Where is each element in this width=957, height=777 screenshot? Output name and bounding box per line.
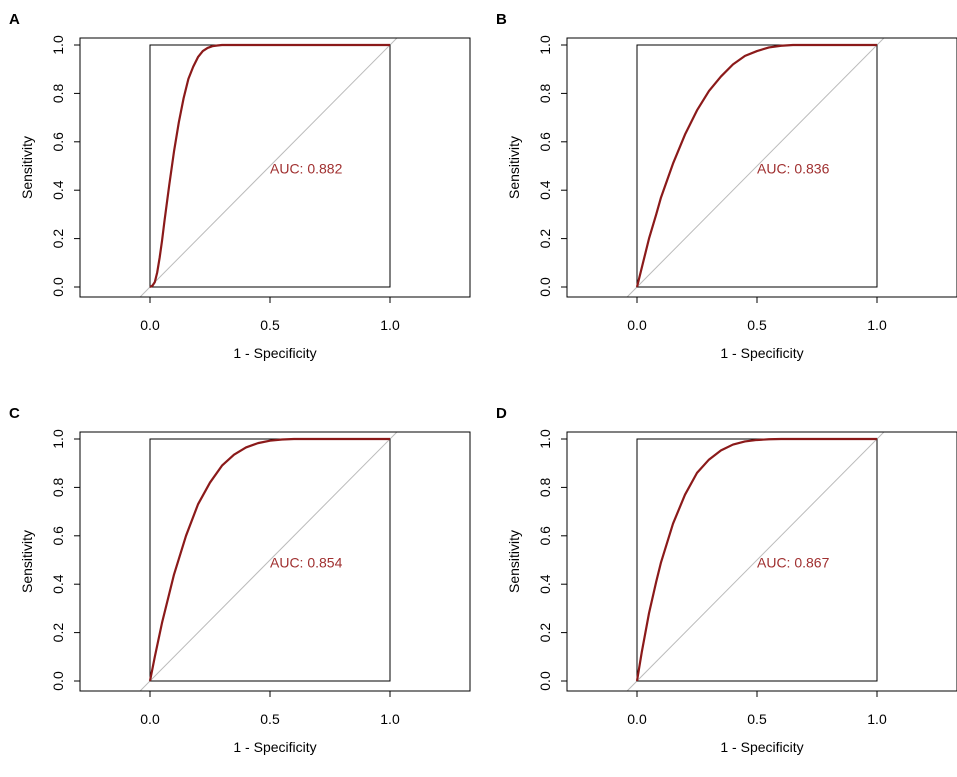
roc-curve-line: [149, 43, 390, 288]
x-tick-label: 0.0: [140, 317, 160, 333]
x-tick-label: 1.0: [380, 711, 400, 727]
y-tick-label: 0.8: [537, 477, 553, 497]
y-tick-label: 0.2: [537, 229, 553, 249]
x-axis-title: 1 - Specificity: [720, 739, 803, 755]
x-tick-label: 0.5: [747, 711, 767, 727]
y-axis-title: Sensitivity: [506, 136, 522, 199]
x-tick-label: 0.0: [140, 711, 160, 727]
auc-label: AUC: 0.882: [270, 160, 343, 176]
x-tick-label: 0.0: [627, 317, 647, 333]
auc-label: AUC: 0.836: [757, 160, 830, 176]
x-tick-label: 0.5: [260, 711, 280, 727]
roc-curve-line: [635, 43, 877, 288]
x-axis-title: 1 - Specificity: [720, 345, 803, 361]
panel-letter: B: [496, 11, 507, 28]
y-tick-label: 0.0: [537, 671, 553, 691]
x-tick-label: 0.5: [260, 317, 280, 333]
y-axis-title: Sensitivity: [506, 530, 522, 593]
diagonal-reference-line: [626, 38, 885, 297]
y-tick-label: 0.2: [50, 623, 66, 643]
x-axis-title: 1 - Specificity: [233, 739, 316, 755]
y-tick-label: 0.6: [537, 526, 553, 546]
y-tick-label: 1.0: [50, 35, 66, 55]
diagonal-reference-line: [139, 38, 398, 297]
roc-curve-line: [148, 437, 390, 682]
y-tick-label: 0.6: [537, 132, 553, 152]
y-tick-label: 0.0: [50, 671, 66, 691]
plot-frame: [79, 431, 471, 692]
y-tick-label: 0.0: [50, 277, 66, 297]
y-tick-label: 0.4: [50, 574, 66, 594]
roc-panel-a: A 0.0 0.5 1.0 0.0 0.2 0.4 0.6 0.8 1.0 1 - Specific…: [0, 0, 478, 383]
x-axis-title: 1 - Specificity: [233, 345, 316, 361]
y-tick-label: 0.4: [537, 574, 553, 594]
roc-panel-d: D 0.0 0.5 1.0 0.0 0.2 0.4 0.6 0.8 1.0 1 - Specific…: [487, 394, 957, 777]
x-tick-label: 1.0: [867, 317, 887, 333]
y-tick-label: 0.0: [537, 277, 553, 297]
y-axis-title: Sensitivity: [19, 136, 35, 199]
diagonal-reference-line: [626, 432, 885, 691]
diagonal-reference-line: [139, 432, 398, 691]
x-tick-label: 1.0: [867, 711, 887, 727]
y-axis-title: Sensitivity: [19, 530, 35, 593]
x-tick-label: 0.0: [627, 711, 647, 727]
y-tick-label: 1.0: [537, 429, 553, 449]
y-tick-label: 0.6: [50, 132, 66, 152]
unit-square-box: [149, 438, 391, 682]
unit-square-box: [636, 44, 878, 288]
y-tick-label: 1.0: [537, 35, 553, 55]
roc-chart-svg: D 0.0 0.5 1.0 0.0 0.2 0.4 0.6 0.8 1.0 1 - Specific…: [496, 405, 957, 755]
roc-chart-svg: C 0.0 0.5 1.0 0.0 0.2 0.4 0.6 0.8 1.0 1 - Specific…: [9, 405, 471, 755]
plot-frame: [566, 431, 957, 692]
plot-frame: [79, 37, 471, 298]
roc-panel-c: C 0.0 0.5 1.0 0.0 0.2 0.4 0.6 0.8 1.0 1 - Specific…: [0, 394, 478, 777]
y-tick-label: 0.4: [50, 180, 66, 200]
auc-label: AUC: 0.867: [757, 554, 830, 570]
y-tick-label: 0.4: [537, 180, 553, 200]
y-tick-label: 0.8: [50, 477, 66, 497]
panel-letter: C: [9, 405, 20, 422]
panel-letter: D: [496, 405, 507, 422]
y-tick-label: 0.8: [537, 83, 553, 103]
roc-panel-b: B 0.0 0.5 1.0 0.0 0.2 0.4 0.6 0.8 1.0 1 - Specific…: [487, 0, 957, 383]
y-tick-label: 0.2: [537, 623, 553, 643]
x-tick-label: 0.5: [747, 317, 767, 333]
roc-chart-svg: B 0.0 0.5 1.0 0.0 0.2 0.4 0.6 0.8 1.0 1 - Specific…: [496, 11, 957, 361]
y-tick-label: 1.0: [50, 429, 66, 449]
y-tick-label: 0.2: [50, 229, 66, 249]
y-tick-label: 0.8: [50, 83, 66, 103]
roc-chart-svg: A 0.0 0.5 1.0 0.0 0.2 0.4 0.6 0.8 1.0 1 - Specific…: [9, 11, 471, 361]
plot-frame: [566, 37, 957, 298]
y-tick-label: 0.6: [50, 526, 66, 546]
auc-label: AUC: 0.854: [270, 554, 343, 570]
x-tick-label: 1.0: [380, 317, 400, 333]
roc-curve-line: [635, 437, 877, 682]
panel-letter: A: [9, 11, 20, 28]
